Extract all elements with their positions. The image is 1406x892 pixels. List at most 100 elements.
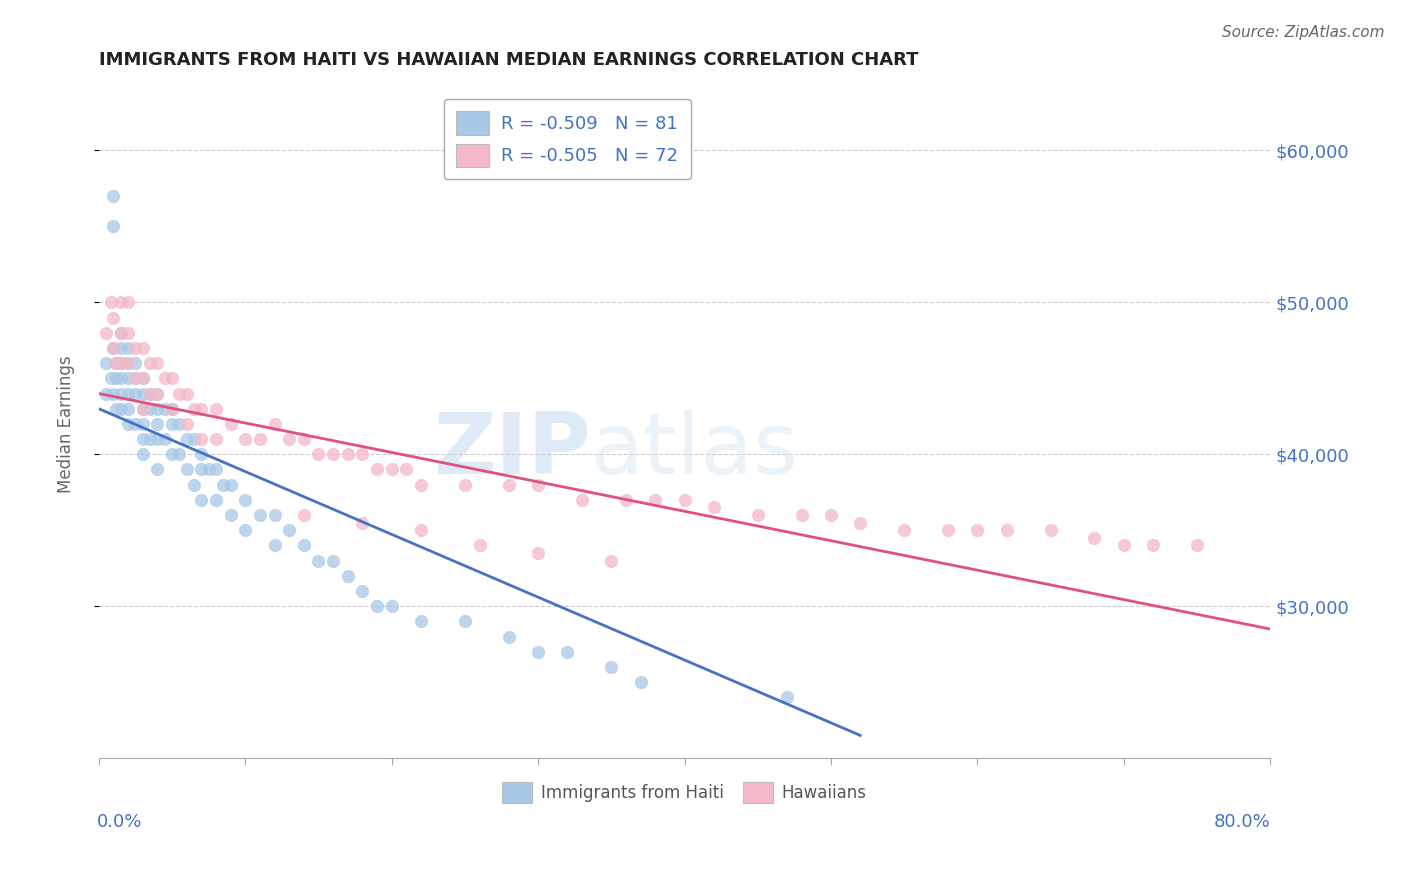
Point — [747, 508, 769, 522]
Point — [105, 371, 128, 385]
Point — [124, 417, 146, 431]
Text: atlas: atlas — [591, 409, 799, 492]
Point — [132, 401, 155, 416]
Point — [117, 386, 139, 401]
Point — [124, 371, 146, 385]
Point — [94, 356, 117, 370]
Point — [630, 675, 652, 690]
Point — [409, 615, 432, 629]
Point — [278, 523, 301, 537]
Point — [644, 492, 666, 507]
Point — [820, 508, 842, 522]
Point — [169, 447, 191, 461]
Point — [219, 508, 242, 522]
Point — [849, 516, 872, 530]
Point — [110, 326, 132, 340]
Point — [132, 371, 155, 385]
Point — [94, 326, 117, 340]
Point — [352, 516, 374, 530]
Point — [249, 508, 271, 522]
Point — [205, 432, 228, 446]
Point — [139, 386, 162, 401]
Point — [103, 189, 125, 203]
Point — [110, 371, 132, 385]
Point — [307, 554, 329, 568]
Point — [139, 401, 162, 416]
Point — [190, 401, 212, 416]
Point — [527, 546, 550, 560]
Point — [176, 432, 198, 446]
Point — [132, 447, 155, 461]
Point — [124, 386, 146, 401]
Point — [352, 447, 374, 461]
Point — [600, 554, 623, 568]
Point — [893, 523, 915, 537]
Point — [190, 492, 212, 507]
Point — [381, 599, 404, 614]
Point — [110, 356, 132, 370]
Point — [336, 569, 359, 583]
Point — [205, 492, 228, 507]
Point — [571, 492, 593, 507]
Point — [776, 690, 799, 705]
Point — [409, 477, 432, 491]
Point — [381, 462, 404, 476]
Point — [132, 417, 155, 431]
Point — [1185, 539, 1208, 553]
Point — [263, 508, 285, 522]
Point — [103, 310, 125, 325]
Point — [160, 401, 183, 416]
Point — [117, 401, 139, 416]
Point — [160, 447, 183, 461]
Point — [117, 341, 139, 355]
Point — [183, 432, 205, 446]
Point — [146, 356, 169, 370]
Legend: Immigrants from Haiti, Hawaiians: Immigrants from Haiti, Hawaiians — [495, 775, 873, 810]
Point — [322, 447, 344, 461]
Point — [263, 417, 285, 431]
Point — [1142, 539, 1164, 553]
Point — [322, 554, 344, 568]
Point — [557, 645, 579, 659]
Point — [100, 371, 122, 385]
Point — [132, 371, 155, 385]
Point — [600, 660, 623, 674]
Point — [183, 401, 205, 416]
Point — [205, 462, 228, 476]
Point — [153, 401, 176, 416]
Point — [105, 356, 128, 370]
Point — [212, 477, 235, 491]
Point — [336, 447, 359, 461]
Text: ZIP: ZIP — [433, 409, 591, 492]
Point — [527, 477, 550, 491]
Point — [117, 326, 139, 340]
Point — [153, 371, 176, 385]
Point — [103, 219, 125, 234]
Point — [176, 417, 198, 431]
Point — [183, 477, 205, 491]
Y-axis label: Median Earnings: Median Earnings — [58, 355, 75, 492]
Point — [146, 462, 169, 476]
Point — [160, 417, 183, 431]
Point — [117, 356, 139, 370]
Point — [790, 508, 813, 522]
Point — [263, 539, 285, 553]
Point — [307, 447, 329, 461]
Point — [160, 401, 183, 416]
Point — [94, 386, 117, 401]
Point — [176, 386, 198, 401]
Point — [366, 599, 388, 614]
Point — [454, 477, 477, 491]
Point — [197, 462, 219, 476]
Point — [1112, 539, 1135, 553]
Point — [110, 326, 132, 340]
Point — [190, 462, 212, 476]
Point — [103, 341, 125, 355]
Point — [614, 492, 637, 507]
Point — [169, 386, 191, 401]
Point — [498, 477, 520, 491]
Text: Source: ZipAtlas.com: Source: ZipAtlas.com — [1222, 25, 1385, 40]
Point — [146, 401, 169, 416]
Point — [110, 295, 132, 310]
Point — [190, 432, 212, 446]
